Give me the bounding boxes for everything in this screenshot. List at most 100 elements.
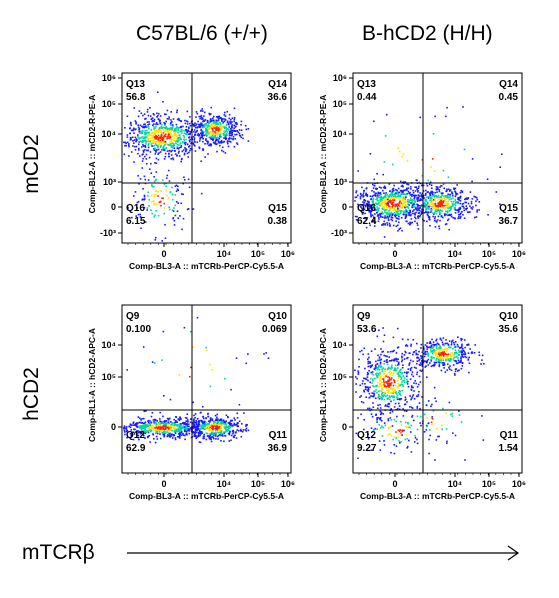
event-dot — [175, 416, 178, 418]
event-dot — [452, 432, 454, 434]
event-dot — [466, 198, 468, 200]
event-dot — [413, 419, 415, 422]
event-dot — [412, 202, 414, 204]
event-dot — [388, 183, 391, 185]
event-dot — [162, 197, 164, 200]
event-dot — [378, 374, 380, 376]
event-dot — [354, 215, 357, 218]
event-dot — [145, 143, 147, 145]
event-dot — [147, 179, 150, 181]
event-dot — [411, 414, 414, 417]
event-dot — [216, 119, 218, 122]
event-dot — [205, 417, 207, 419]
event-dot — [390, 200, 392, 202]
event-dot — [126, 369, 128, 371]
event-dot — [379, 203, 381, 206]
event-dot — [393, 436, 396, 438]
event-dot — [392, 196, 394, 198]
event-dots — [354, 327, 485, 461]
event-dot — [164, 422, 167, 424]
event-dot — [183, 132, 186, 134]
event-dot — [386, 212, 389, 214]
event-dot — [142, 149, 145, 152]
event-dot — [440, 353, 442, 356]
event-dot — [442, 343, 445, 346]
event-dot — [200, 114, 203, 117]
event-dot — [450, 213, 453, 216]
event-dot — [154, 141, 157, 143]
event-dot — [431, 364, 434, 367]
event-dot — [189, 427, 192, 429]
event-dot — [445, 206, 447, 208]
quadrant-value-q16: 6.15 — [126, 216, 146, 227]
event-dot — [245, 128, 248, 131]
event-dot — [402, 408, 404, 410]
event-dot — [413, 203, 415, 205]
event-dot — [145, 133, 148, 135]
event-dot — [138, 147, 140, 150]
event-dot — [399, 180, 402, 183]
event-dot — [132, 431, 135, 433]
event-dot — [135, 431, 138, 433]
event-dot — [410, 388, 413, 391]
event-dot — [182, 125, 184, 128]
event-dot — [183, 138, 185, 141]
event-dot — [136, 139, 138, 141]
quadrant-value-q11: 36.9 — [268, 443, 288, 454]
event-dot — [370, 413, 373, 415]
event-dot — [131, 424, 133, 426]
event-dot — [389, 214, 391, 217]
event-dot — [172, 118, 175, 120]
event-dot — [388, 380, 390, 383]
event-dot — [416, 415, 419, 418]
event-dot — [138, 143, 140, 146]
event-dot — [185, 141, 187, 144]
event-dot — [164, 237, 167, 239]
event-dot — [365, 378, 368, 381]
event-dot — [410, 385, 413, 387]
event-dot — [418, 375, 421, 378]
event-dot — [202, 119, 205, 121]
event-dot — [436, 197, 439, 199]
event-dot — [207, 423, 210, 425]
event-dot — [173, 224, 176, 226]
event-dot — [171, 149, 173, 152]
event-dot — [151, 141, 154, 144]
event-dot — [442, 354, 445, 356]
event-dot — [377, 359, 379, 362]
x-axis-arrowhead — [507, 545, 520, 561]
event-dot — [141, 132, 143, 134]
event-dot — [138, 183, 140, 185]
event-dot — [267, 357, 270, 359]
event-dot — [165, 120, 167, 123]
event-dot — [401, 373, 404, 375]
event-dot — [227, 142, 229, 145]
event-dot — [444, 353, 447, 355]
event-dot — [142, 125, 145, 128]
event-dot — [421, 212, 423, 214]
event-dot — [451, 191, 453, 193]
event-dot — [462, 347, 464, 350]
event-dot — [377, 195, 379, 197]
event-dot — [451, 412, 454, 415]
event-dot — [162, 330, 165, 333]
event-dot — [421, 204, 423, 206]
event-dot — [374, 377, 376, 380]
event-dot — [413, 441, 416, 443]
event-dot — [384, 392, 386, 395]
event-dot — [454, 199, 457, 202]
event-dot — [152, 145, 154, 147]
event-dot — [158, 126, 161, 129]
event-dot — [222, 150, 225, 153]
event-dot — [241, 423, 243, 425]
event-dot — [383, 384, 385, 386]
event-dot — [138, 421, 141, 424]
event-dot — [392, 374, 394, 377]
event-dot — [168, 208, 171, 211]
event-dot — [388, 200, 391, 202]
event-dot — [406, 187, 408, 190]
event-dot — [475, 204, 477, 207]
event-dot — [414, 220, 416, 223]
event-dot — [166, 150, 169, 152]
event-dot — [183, 153, 186, 156]
